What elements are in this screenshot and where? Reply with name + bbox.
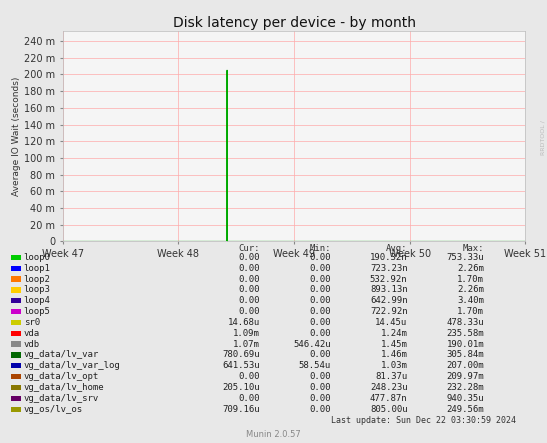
Text: 780.69u: 780.69u (222, 350, 260, 359)
Text: 1.70m: 1.70m (457, 275, 484, 284)
Text: 14.45u: 14.45u (375, 318, 408, 327)
Text: 723.23n: 723.23n (370, 264, 408, 272)
Text: 1.24m: 1.24m (381, 329, 408, 338)
Text: Cur:: Cur: (238, 244, 260, 253)
Text: 546.42u: 546.42u (293, 340, 331, 349)
Text: 58.54u: 58.54u (299, 361, 331, 370)
Text: vg_data/lv_opt: vg_data/lv_opt (24, 372, 99, 381)
Text: vg_data/lv_home: vg_data/lv_home (24, 383, 104, 392)
Text: 0.00: 0.00 (310, 275, 331, 284)
Text: 0.00: 0.00 (310, 372, 331, 381)
Text: 805.00u: 805.00u (370, 405, 408, 414)
Text: loop4: loop4 (24, 296, 50, 305)
Text: 0.00: 0.00 (310, 405, 331, 414)
Text: 1.07m: 1.07m (233, 340, 260, 349)
Text: 2.26m: 2.26m (457, 285, 484, 294)
Text: 722.92n: 722.92n (370, 307, 408, 316)
Text: 3.40m: 3.40m (457, 296, 484, 305)
Text: 532.92n: 532.92n (370, 275, 408, 284)
Text: 235.58m: 235.58m (446, 329, 484, 338)
Text: 753.33u: 753.33u (446, 253, 484, 262)
Text: 0.00: 0.00 (310, 318, 331, 327)
Text: 0.00: 0.00 (310, 296, 331, 305)
Text: Max:: Max: (463, 244, 484, 253)
Text: 0.00: 0.00 (310, 394, 331, 403)
Text: 0.00: 0.00 (310, 329, 331, 338)
Title: Disk latency per device - by month: Disk latency per device - by month (172, 16, 416, 30)
Text: 642.99n: 642.99n (370, 296, 408, 305)
Text: 940.35u: 940.35u (446, 394, 484, 403)
Text: 0.00: 0.00 (238, 307, 260, 316)
Text: 0.00: 0.00 (310, 285, 331, 294)
Text: 190.01m: 190.01m (446, 340, 484, 349)
Text: 0.00: 0.00 (310, 253, 331, 262)
Text: 1.09m: 1.09m (233, 329, 260, 338)
Text: 0.00: 0.00 (310, 307, 331, 316)
Text: 0.00: 0.00 (310, 264, 331, 272)
Text: 205.10u: 205.10u (222, 383, 260, 392)
Text: 232.28m: 232.28m (446, 383, 484, 392)
Text: 0.00: 0.00 (310, 383, 331, 392)
Y-axis label: Average IO Wait (seconds): Average IO Wait (seconds) (12, 77, 21, 196)
Text: vg_os/lv_os: vg_os/lv_os (24, 405, 83, 414)
Text: sr0: sr0 (24, 318, 39, 327)
Text: Munin 2.0.57: Munin 2.0.57 (246, 431, 301, 439)
Text: vdb: vdb (24, 340, 39, 349)
Text: 0.00: 0.00 (238, 275, 260, 284)
Text: loop3: loop3 (24, 285, 50, 294)
Text: loop1: loop1 (24, 264, 50, 272)
Text: 249.56m: 249.56m (446, 405, 484, 414)
Text: vg_data/lv_var_log: vg_data/lv_var_log (24, 361, 120, 370)
Text: 893.13n: 893.13n (370, 285, 408, 294)
Text: 0.00: 0.00 (310, 350, 331, 359)
Text: 14.68u: 14.68u (228, 318, 260, 327)
Text: vda: vda (24, 329, 39, 338)
Text: 190.32n: 190.32n (370, 253, 408, 262)
Text: 209.97m: 209.97m (446, 372, 484, 381)
Text: 1.03m: 1.03m (381, 361, 408, 370)
Text: vg_data/lv_srv: vg_data/lv_srv (24, 394, 99, 403)
Text: vg_data/lv_var: vg_data/lv_var (24, 350, 99, 359)
Text: 477.87n: 477.87n (370, 394, 408, 403)
Text: 2.26m: 2.26m (457, 264, 484, 272)
Text: 207.00m: 207.00m (446, 361, 484, 370)
Text: 0.00: 0.00 (238, 285, 260, 294)
Text: 248.23u: 248.23u (370, 383, 408, 392)
Text: 1.70m: 1.70m (457, 307, 484, 316)
Text: 0.00: 0.00 (238, 372, 260, 381)
Text: 0.00: 0.00 (238, 296, 260, 305)
Text: loop2: loop2 (24, 275, 50, 284)
Text: 478.33u: 478.33u (446, 318, 484, 327)
Text: Last update: Sun Dec 22 03:30:59 2024: Last update: Sun Dec 22 03:30:59 2024 (331, 416, 516, 424)
Text: 1.46m: 1.46m (381, 350, 408, 359)
Text: 0.00: 0.00 (238, 253, 260, 262)
Text: 709.16u: 709.16u (222, 405, 260, 414)
Text: 81.37u: 81.37u (375, 372, 408, 381)
Text: 305.84m: 305.84m (446, 350, 484, 359)
Text: 0.00: 0.00 (238, 394, 260, 403)
Text: loop5: loop5 (24, 307, 50, 316)
Text: 641.53u: 641.53u (222, 361, 260, 370)
Text: 1.45m: 1.45m (381, 340, 408, 349)
Text: loop0: loop0 (24, 253, 50, 262)
Text: 0.00: 0.00 (238, 264, 260, 272)
Text: Avg:: Avg: (386, 244, 408, 253)
Text: RRDTOOL /: RRDTOOL / (540, 120, 546, 155)
Text: Min:: Min: (310, 244, 331, 253)
